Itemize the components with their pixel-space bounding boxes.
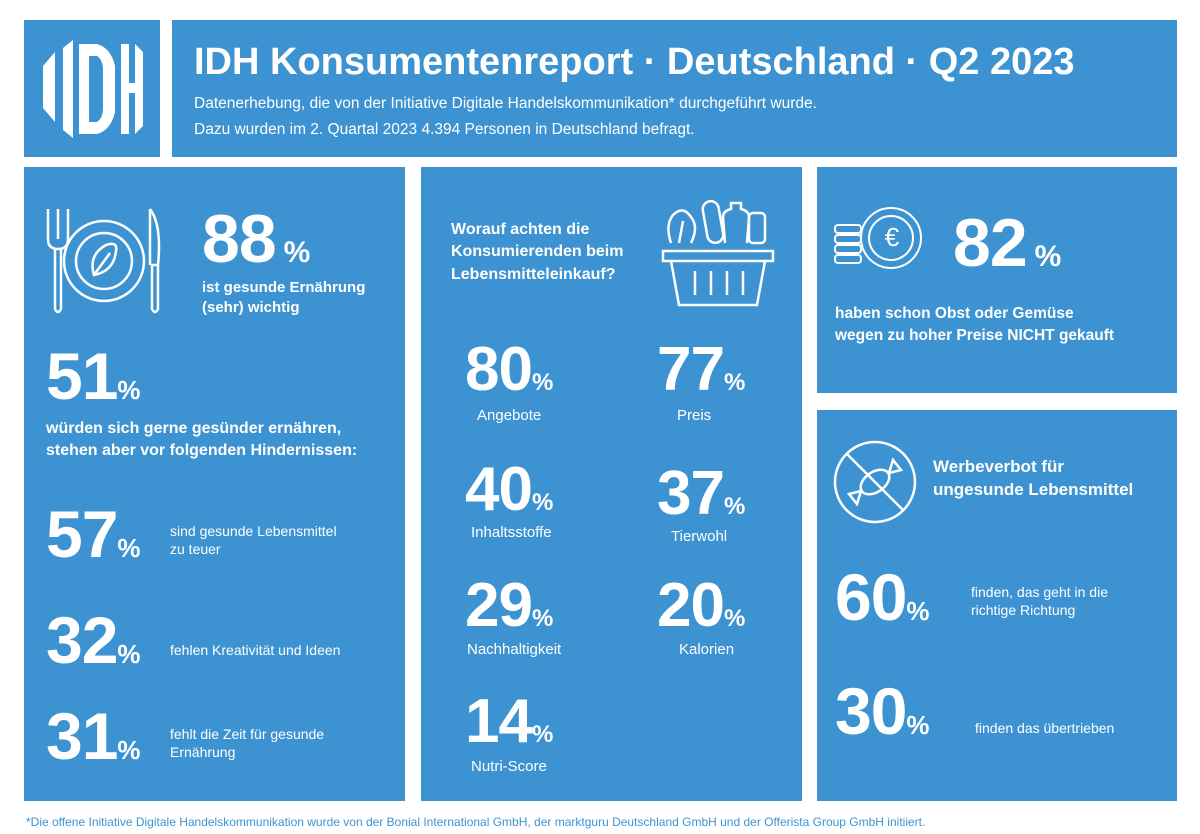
criteria-3-unit: %: [531, 489, 553, 516]
price-text: haben schon Obst oder Gemüse wegen zu ho…: [835, 303, 1114, 348]
criteria-4-value: 37: [657, 459, 725, 528]
wish-text-line-2: stehen aber vor folgenden Hindernissen:: [46, 441, 358, 459]
price-text-strong: NICHT: [1007, 327, 1055, 345]
question-line-3: Lebensmitteleinkauf?: [451, 265, 616, 283]
subtitle-line-2: Dazu wurden im 2. Quartal 2023 4.394 Per…: [194, 121, 695, 138]
criteria-4-stat: 37%: [657, 463, 745, 525]
criteria-2-label: Preis: [677, 407, 712, 424]
criteria-2-value: 77: [657, 335, 725, 404]
obstacle-1-text-line-1: sind gesunde Lebensmittel: [170, 523, 337, 539]
criteria-1-label: Angebote: [477, 407, 542, 424]
health-text-line-1: ist gesunde Ernährung: [202, 279, 366, 296]
euro-symbol: €: [884, 222, 900, 252]
header-panel: IDH Konsumentenreport · Deutschland · Q2…: [172, 20, 1177, 157]
criteria-5-stat: 29%: [465, 575, 553, 637]
ad-ban-title-line-1: Werbeverbot für: [933, 457, 1064, 476]
idh-logo-icon: [39, 36, 145, 142]
health-unit: %: [283, 236, 311, 269]
shopping-question: Worauf achten die Konsumierenden beim Le…: [451, 219, 623, 286]
shopping-panel: Worauf achten die Konsumierenden beim Le…: [421, 167, 802, 801]
price-value: 82: [953, 205, 1028, 281]
ad-ban-1-unit: %: [906, 596, 929, 626]
criteria-7-stat: 14%: [465, 691, 553, 753]
criteria-3-value: 40: [465, 455, 533, 524]
ad-ban-2-value: 30: [835, 674, 907, 748]
health-value: 88: [202, 201, 277, 277]
wish-text-line-1: würden sich gerne gesünder ernähren,: [46, 420, 342, 437]
health-panel: 88% ist gesunde Ernährung (sehr) wichtig…: [24, 167, 405, 801]
obstacle-1-value: 57: [46, 497, 118, 571]
obstacle-3-text-line-1: fehlt die Zeit für gesunde: [170, 726, 325, 742]
criteria-6-value: 20: [657, 571, 725, 640]
obstacle-1-text-line-2: zu teuer: [170, 541, 221, 558]
obstacle-1-text: sind gesunde Lebensmittel zu teuer: [170, 522, 337, 558]
no-candy-icon: [831, 438, 919, 526]
criteria-4-unit: %: [723, 493, 745, 520]
ad-ban-1-value: 60: [835, 560, 907, 634]
ad-ban-1-text: finden, das geht in die richtige Richtun…: [971, 583, 1108, 619]
obstacle-3-unit: %: [117, 735, 140, 765]
obstacle-2-unit: %: [117, 639, 140, 669]
criteria-7-label: Nutri-Score: [471, 758, 547, 775]
criteria-3-label: Inhaltsstoffe: [471, 524, 552, 541]
criteria-5-unit: %: [531, 605, 553, 632]
ad-ban-1-text-line-2: richtige Richtung: [971, 602, 1076, 619]
criteria-2-stat: 77%: [657, 339, 745, 401]
criteria-6-unit: %: [723, 605, 745, 632]
price-text-before: wegen zu hoher Preise: [835, 327, 1008, 345]
subtitle-line-1: Datenerhebung, die von der Initiative Di…: [194, 95, 817, 112]
wish-text: würden sich gerne gesünder ernähren, ste…: [46, 418, 357, 461]
wish-stat: 51%: [46, 343, 141, 409]
ad-ban-title: Werbeverbot für ungesunde Lebensmittel: [933, 456, 1133, 502]
obstacle-3-text-line-2: Ernährung: [170, 744, 236, 761]
criteria-5-label: Nachhaltigkeit: [467, 641, 562, 658]
price-text-line-1: haben schon Obst oder Gemüse: [835, 305, 1074, 322]
obstacle-3-text: fehlt die Zeit für gesunde Ernährung: [170, 725, 324, 761]
obstacle-stat-1: 57%: [46, 501, 141, 567]
price-stat: 82%: [953, 209, 1062, 277]
criteria-7-value: 14: [465, 687, 533, 756]
criteria-5-value: 29: [465, 571, 533, 640]
price-text-after: gekauft: [1054, 327, 1115, 345]
obstacle-2-text: fehlen Kreativität und Ideen: [170, 642, 341, 658]
obstacle-1-unit: %: [117, 533, 140, 563]
ad-ban-2-unit: %: [906, 710, 929, 740]
wish-value: 51: [46, 339, 118, 413]
question-line-2: Konsumierenden beim: [451, 243, 624, 261]
criteria-1-value: 80: [465, 335, 533, 404]
health-text-line-2: (sehr) wichtig: [202, 299, 300, 317]
criteria-2-unit: %: [723, 369, 745, 396]
criteria-4-label: Tierwohl: [671, 528, 728, 545]
question-line-1: Worauf achten die: [451, 221, 590, 238]
grocery-basket-icon: [661, 195, 779, 307]
ad-ban-2-text: finden das übertrieben: [975, 720, 1115, 736]
criteria-7-unit: %: [531, 721, 553, 748]
report-title: IDH Konsumentenreport · Deutschland · Q2…: [194, 41, 1075, 83]
wish-unit: %: [117, 375, 140, 405]
criteria-6-stat: 20%: [657, 575, 745, 637]
price-unit: %: [1034, 240, 1062, 273]
ad-ban-stat-1: 60%: [835, 564, 930, 630]
obstacle-3-value: 31: [46, 699, 118, 773]
criteria-6-label: Kalorien: [679, 641, 735, 658]
ad-ban-panel: Werbeverbot für ungesunde Lebensmittel 6…: [817, 410, 1177, 801]
obstacle-stat-2: 32%: [46, 607, 141, 673]
coins-euro-icon: €: [833, 207, 929, 273]
criteria-1-unit: %: [531, 369, 553, 396]
health-text: ist gesunde Ernährung (sehr) wichtig: [202, 278, 365, 319]
ad-ban-title-line-2: ungesunde Lebensmittel: [933, 479, 1134, 499]
price-text-line-2: wegen zu hoher Preise NICHT gekauft: [835, 325, 1114, 347]
price-panel: € 82% haben schon Obst oder Gemüse wegen…: [817, 167, 1177, 393]
obstacle-2-value: 32: [46, 603, 118, 677]
plate-cutlery-icon: [44, 205, 164, 317]
ad-ban-1-text-line-1: finden, das geht in die: [971, 584, 1108, 600]
criteria-3-stat: 40%: [465, 459, 553, 521]
obstacle-stat-3: 31%: [46, 703, 141, 769]
footnote: *Die offene Initiative Digitale Handelsk…: [26, 815, 926, 829]
health-stat: 88%: [202, 205, 311, 273]
ad-ban-stat-2: 30%: [835, 678, 930, 744]
logo-panel: [24, 20, 160, 157]
criteria-1-stat: 80%: [465, 339, 553, 401]
